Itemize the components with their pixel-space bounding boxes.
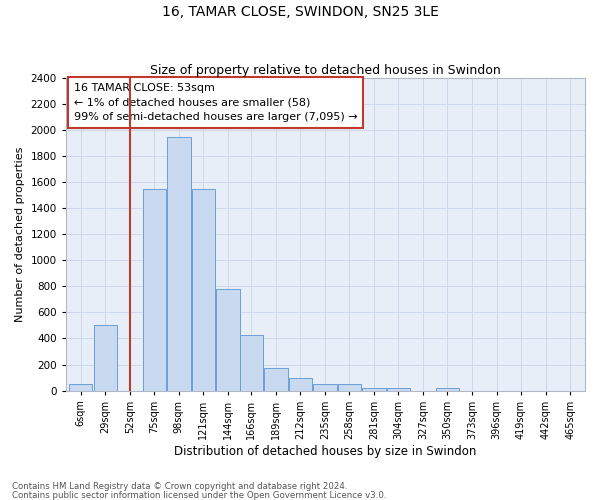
Bar: [264, 368, 287, 390]
Bar: [143, 189, 166, 390]
Bar: [239, 334, 263, 390]
Y-axis label: Number of detached properties: Number of detached properties: [15, 146, 25, 322]
Text: 16, TAMAR CLOSE, SWINDON, SN25 3LE: 16, TAMAR CLOSE, SWINDON, SN25 3LE: [161, 5, 439, 19]
Bar: [216, 289, 239, 390]
Bar: [436, 388, 459, 390]
Bar: [289, 378, 312, 390]
Text: Contains HM Land Registry data © Crown copyright and database right 2024.: Contains HM Land Registry data © Crown c…: [12, 482, 347, 491]
Title: Size of property relative to detached houses in Swindon: Size of property relative to detached ho…: [150, 64, 501, 77]
Bar: [338, 384, 361, 390]
Bar: [69, 384, 92, 390]
X-axis label: Distribution of detached houses by size in Swindon: Distribution of detached houses by size …: [174, 444, 476, 458]
Text: Contains public sector information licensed under the Open Government Licence v3: Contains public sector information licen…: [12, 490, 386, 500]
Bar: [167, 136, 191, 390]
Bar: [387, 388, 410, 390]
Bar: [94, 326, 117, 390]
Bar: [313, 384, 337, 390]
Bar: [191, 189, 215, 390]
Text: 16 TAMAR CLOSE: 53sqm
← 1% of detached houses are smaller (58)
99% of semi-detac: 16 TAMAR CLOSE: 53sqm ← 1% of detached h…: [74, 83, 357, 122]
Bar: [362, 388, 386, 390]
